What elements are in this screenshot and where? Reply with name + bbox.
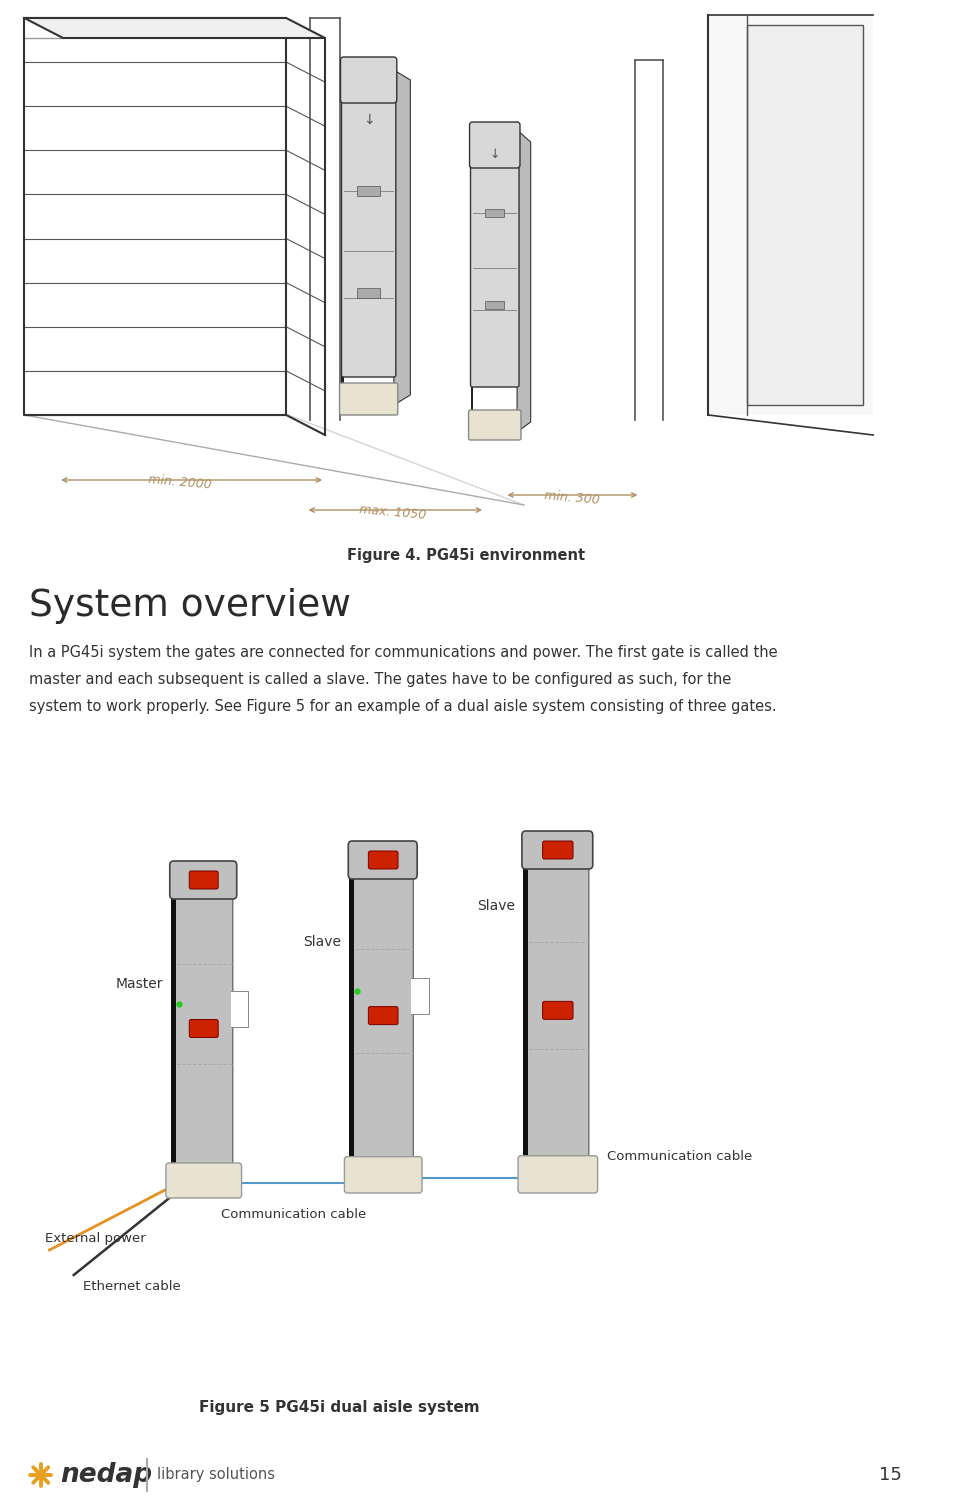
FancyBboxPatch shape: [344, 1156, 422, 1194]
Text: min. 300: min. 300: [544, 489, 600, 507]
Text: library solutions: library solutions: [157, 1467, 275, 1482]
Polygon shape: [517, 130, 530, 432]
FancyBboxPatch shape: [166, 1163, 242, 1198]
Text: Slave: Slave: [303, 934, 341, 949]
FancyBboxPatch shape: [471, 128, 519, 386]
FancyBboxPatch shape: [522, 831, 593, 869]
Text: system to work properly. See Figure 5 for an example of a dual aisle system cons: system to work properly. See Figure 5 fo…: [29, 699, 777, 714]
Bar: [485, 208, 504, 216]
FancyBboxPatch shape: [518, 1156, 597, 1194]
Bar: [341, 75, 344, 415]
FancyBboxPatch shape: [543, 1002, 573, 1020]
FancyBboxPatch shape: [189, 1020, 219, 1038]
FancyBboxPatch shape: [368, 851, 398, 869]
Text: Figure 4. PG45i environment: Figure 4. PG45i environment: [346, 548, 585, 563]
FancyBboxPatch shape: [189, 871, 219, 889]
Bar: [471, 142, 474, 441]
Text: System overview: System overview: [29, 589, 351, 625]
Text: Ethernet cable: Ethernet cable: [83, 1280, 181, 1293]
FancyBboxPatch shape: [368, 1007, 398, 1025]
Text: ↓: ↓: [363, 113, 374, 127]
Text: In a PG45i system the gates are connected for communications and power. The firs: In a PG45i system the gates are connecte…: [29, 644, 778, 659]
Bar: [485, 300, 504, 309]
FancyBboxPatch shape: [526, 850, 589, 1160]
Text: ↓: ↓: [489, 148, 500, 161]
Bar: [231, 991, 248, 1028]
Text: Master: Master: [115, 976, 163, 991]
Polygon shape: [24, 18, 325, 38]
Text: 15: 15: [879, 1467, 902, 1483]
Text: min. 2000: min. 2000: [148, 474, 212, 492]
FancyBboxPatch shape: [340, 57, 397, 103]
Text: Figure 5 PG45i dual aisle system: Figure 5 PG45i dual aisle system: [199, 1400, 480, 1415]
Text: master and each subsequent is called a slave. The gates have to be configured as: master and each subsequent is called a s…: [29, 672, 732, 687]
Text: External power: External power: [45, 1231, 146, 1245]
Text: max. 1050: max. 1050: [359, 502, 427, 522]
FancyBboxPatch shape: [470, 122, 520, 167]
Bar: [349, 860, 354, 1159]
Polygon shape: [394, 69, 410, 404]
Bar: [24, 18, 286, 415]
Text: Communication cable: Communication cable: [221, 1207, 366, 1221]
Bar: [523, 850, 527, 1159]
Text: nedap: nedap: [60, 1462, 152, 1488]
FancyBboxPatch shape: [348, 841, 417, 880]
Bar: [357, 288, 381, 297]
Bar: [171, 880, 175, 1166]
FancyBboxPatch shape: [339, 383, 398, 415]
FancyBboxPatch shape: [174, 880, 233, 1166]
FancyBboxPatch shape: [469, 410, 521, 441]
FancyBboxPatch shape: [341, 72, 396, 377]
Bar: [411, 978, 429, 1014]
Bar: [357, 186, 381, 196]
FancyBboxPatch shape: [543, 841, 573, 859]
FancyBboxPatch shape: [170, 862, 237, 899]
Text: Slave: Slave: [478, 899, 515, 913]
Text: Communication cable: Communication cable: [607, 1150, 753, 1162]
FancyBboxPatch shape: [352, 859, 413, 1160]
Bar: [747, 26, 863, 404]
Bar: [708, 15, 873, 415]
